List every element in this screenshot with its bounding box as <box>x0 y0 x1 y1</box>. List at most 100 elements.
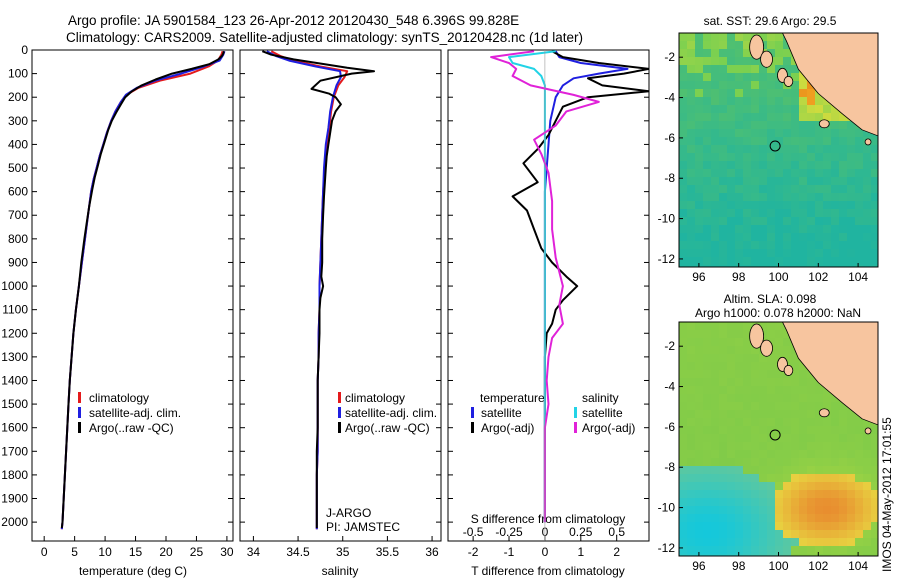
map-cell <box>687 49 696 58</box>
map-cell <box>767 354 776 363</box>
map-cell <box>719 354 728 363</box>
map-cell <box>751 217 760 226</box>
map-cell <box>815 193 824 202</box>
map-cell <box>871 482 878 491</box>
map-cell <box>775 65 784 74</box>
legend-satellite-adj-swatch <box>338 407 341 418</box>
map-cell <box>703 354 712 363</box>
map-cell <box>783 410 792 419</box>
map-cell <box>743 442 752 451</box>
map-cell <box>815 554 824 556</box>
map-cell <box>735 121 744 130</box>
map-cell <box>743 65 752 74</box>
map-cell <box>775 185 784 194</box>
map-cell <box>711 418 720 427</box>
map-cell <box>711 241 720 250</box>
map-cell <box>719 177 728 186</box>
lat-tick-label: -6 <box>664 420 675 434</box>
map-cell <box>855 490 864 499</box>
map-cell <box>727 105 736 114</box>
map-cell <box>847 209 856 218</box>
map-cell <box>687 354 696 363</box>
map-cell <box>751 546 760 555</box>
map-cell <box>735 378 744 387</box>
map-cell <box>687 33 696 42</box>
island <box>760 339 773 357</box>
map-cell <box>815 137 824 146</box>
map-cell <box>799 185 808 194</box>
map-cell <box>855 225 864 234</box>
map-cell <box>783 217 792 226</box>
map-cell <box>783 89 792 98</box>
map-cell <box>759 474 768 483</box>
map-cell <box>711 73 720 82</box>
map-cell <box>767 330 776 339</box>
sst-map-title: sat. SST: 29.6 Argo: 29.5 <box>704 14 837 28</box>
map-cell <box>863 554 872 556</box>
map-cell <box>783 257 792 266</box>
map-cell <box>799 538 808 547</box>
map-cell <box>743 73 752 82</box>
map-cell <box>791 121 800 130</box>
map-cell <box>759 522 768 531</box>
map-cell <box>807 466 816 475</box>
map-cell <box>759 482 768 491</box>
map-cell <box>679 225 688 234</box>
map-cell <box>791 378 800 387</box>
map-cell <box>823 201 832 210</box>
map-cell <box>863 538 872 547</box>
map-cell <box>687 458 696 467</box>
island <box>749 323 764 349</box>
map-cell <box>687 498 696 507</box>
map-cell <box>783 522 792 531</box>
map-cell <box>695 65 704 74</box>
map-cell <box>871 530 878 539</box>
map-cell <box>871 185 878 194</box>
island <box>864 427 872 435</box>
map-cell <box>839 418 848 427</box>
map-cell <box>807 201 816 210</box>
map-cell <box>679 49 688 58</box>
map-cell <box>695 217 704 226</box>
map-cell <box>719 105 728 114</box>
map-cell <box>679 137 688 146</box>
map-cell <box>871 474 878 483</box>
map-cell <box>767 185 776 194</box>
legend-temperature-header: temperature <box>480 391 545 405</box>
map-cell <box>751 169 760 178</box>
series-line-argo-adj- <box>490 50 600 523</box>
map-cell <box>823 482 832 491</box>
map-cell <box>871 217 878 226</box>
map-cell <box>743 450 752 459</box>
map-cell <box>751 177 760 186</box>
map-cell <box>791 354 800 363</box>
map-cell <box>863 506 872 515</box>
map-cell <box>823 153 832 162</box>
map-cell <box>791 418 800 427</box>
lon-tick-label: 102 <box>808 559 828 573</box>
map-cell <box>855 169 864 178</box>
map-cell <box>767 322 776 331</box>
map-cell <box>735 161 744 170</box>
map-cell <box>719 330 728 339</box>
lon-tick-label: 104 <box>848 270 868 284</box>
map-cell <box>863 265 872 267</box>
map-cell <box>855 522 864 531</box>
map-cell <box>823 193 832 202</box>
map-cell <box>727 458 736 467</box>
map-cell <box>727 442 736 451</box>
map-cell <box>687 514 696 523</box>
map-cell <box>855 145 864 154</box>
map-cell <box>791 450 800 459</box>
map-cell <box>711 370 720 379</box>
map-cell <box>719 362 728 371</box>
map-cell <box>863 490 872 499</box>
map-cell <box>791 209 800 218</box>
map-cell <box>687 338 696 347</box>
map-cell <box>767 113 776 122</box>
map-cell <box>831 169 840 178</box>
map-cell <box>735 81 744 90</box>
map-cell <box>727 145 736 154</box>
map-cell <box>743 153 752 162</box>
map-cell <box>823 426 832 435</box>
